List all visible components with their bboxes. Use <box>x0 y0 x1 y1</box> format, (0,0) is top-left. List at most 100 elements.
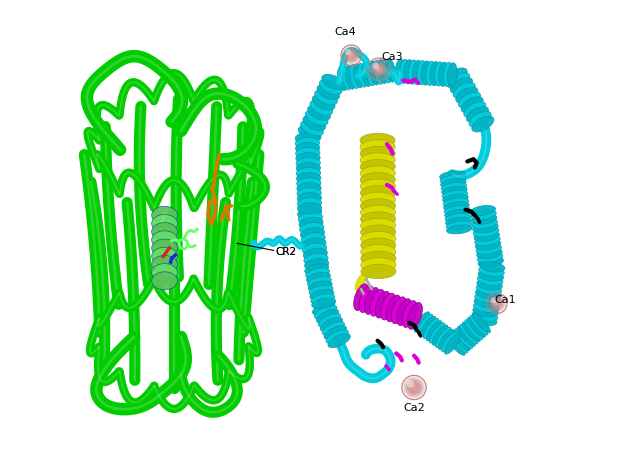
Circle shape <box>368 58 390 80</box>
Ellipse shape <box>382 59 391 83</box>
Ellipse shape <box>386 295 401 322</box>
Circle shape <box>345 49 351 55</box>
Ellipse shape <box>474 227 499 237</box>
Ellipse shape <box>296 153 320 164</box>
Ellipse shape <box>314 305 337 319</box>
Ellipse shape <box>297 193 321 204</box>
Ellipse shape <box>408 60 418 84</box>
Circle shape <box>492 299 501 307</box>
Ellipse shape <box>456 87 478 103</box>
Circle shape <box>371 61 387 77</box>
Circle shape <box>378 68 381 71</box>
Ellipse shape <box>442 194 468 203</box>
Circle shape <box>487 293 507 314</box>
Circle shape <box>489 296 504 311</box>
Text: Ca3: Ca3 <box>382 52 403 62</box>
Ellipse shape <box>82 138 265 349</box>
Ellipse shape <box>152 206 177 224</box>
Ellipse shape <box>310 289 334 300</box>
Ellipse shape <box>300 222 324 234</box>
Ellipse shape <box>360 179 396 193</box>
Ellipse shape <box>305 264 329 274</box>
Ellipse shape <box>313 301 335 315</box>
Ellipse shape <box>426 61 436 86</box>
Circle shape <box>402 375 426 400</box>
Ellipse shape <box>152 214 177 233</box>
Ellipse shape <box>152 263 177 282</box>
Circle shape <box>376 66 382 73</box>
Ellipse shape <box>474 302 499 313</box>
Ellipse shape <box>442 332 457 352</box>
Ellipse shape <box>412 60 422 85</box>
Ellipse shape <box>446 217 471 226</box>
Ellipse shape <box>298 207 322 219</box>
Ellipse shape <box>444 205 470 215</box>
Ellipse shape <box>349 65 359 88</box>
Ellipse shape <box>360 173 396 187</box>
Ellipse shape <box>303 243 326 255</box>
Ellipse shape <box>452 331 470 351</box>
Ellipse shape <box>297 183 321 194</box>
Circle shape <box>346 49 357 61</box>
Ellipse shape <box>447 336 465 355</box>
Ellipse shape <box>450 333 467 353</box>
Ellipse shape <box>366 62 376 86</box>
Ellipse shape <box>448 73 470 88</box>
Ellipse shape <box>361 232 396 246</box>
Circle shape <box>490 297 497 303</box>
Ellipse shape <box>305 258 329 271</box>
Ellipse shape <box>445 213 470 222</box>
Ellipse shape <box>360 160 395 174</box>
Ellipse shape <box>442 186 467 196</box>
Ellipse shape <box>360 186 396 200</box>
Ellipse shape <box>152 247 177 265</box>
Ellipse shape <box>299 217 323 229</box>
Ellipse shape <box>375 291 390 318</box>
Circle shape <box>495 302 499 305</box>
Ellipse shape <box>361 219 396 233</box>
Text: Ca4: Ca4 <box>334 27 356 37</box>
Ellipse shape <box>298 212 323 224</box>
Circle shape <box>348 52 354 58</box>
Ellipse shape <box>475 235 500 246</box>
Ellipse shape <box>423 318 439 339</box>
Ellipse shape <box>338 66 348 91</box>
Ellipse shape <box>361 225 396 239</box>
Ellipse shape <box>354 284 369 311</box>
Ellipse shape <box>308 277 331 287</box>
Ellipse shape <box>455 329 473 349</box>
Ellipse shape <box>308 105 330 120</box>
Ellipse shape <box>472 311 497 322</box>
Ellipse shape <box>404 59 414 84</box>
Ellipse shape <box>477 249 502 259</box>
Ellipse shape <box>306 272 330 283</box>
Ellipse shape <box>361 212 396 226</box>
Ellipse shape <box>402 300 417 328</box>
Circle shape <box>404 377 424 398</box>
Circle shape <box>341 45 361 66</box>
Ellipse shape <box>152 272 177 290</box>
Ellipse shape <box>152 231 177 249</box>
Ellipse shape <box>432 325 448 345</box>
Ellipse shape <box>429 323 445 343</box>
Ellipse shape <box>314 90 338 105</box>
Ellipse shape <box>440 171 465 180</box>
Ellipse shape <box>473 223 498 233</box>
Ellipse shape <box>472 116 494 132</box>
Ellipse shape <box>311 294 335 304</box>
Ellipse shape <box>469 111 491 127</box>
Ellipse shape <box>407 302 422 329</box>
Circle shape <box>369 59 389 79</box>
Ellipse shape <box>472 315 497 326</box>
Ellipse shape <box>312 298 336 308</box>
Ellipse shape <box>476 284 502 294</box>
Ellipse shape <box>443 62 453 87</box>
Ellipse shape <box>453 82 475 98</box>
Ellipse shape <box>360 140 395 154</box>
Circle shape <box>343 46 360 64</box>
Ellipse shape <box>370 289 385 316</box>
Ellipse shape <box>420 316 436 336</box>
Ellipse shape <box>304 253 328 265</box>
Ellipse shape <box>152 239 177 257</box>
Ellipse shape <box>301 233 325 245</box>
